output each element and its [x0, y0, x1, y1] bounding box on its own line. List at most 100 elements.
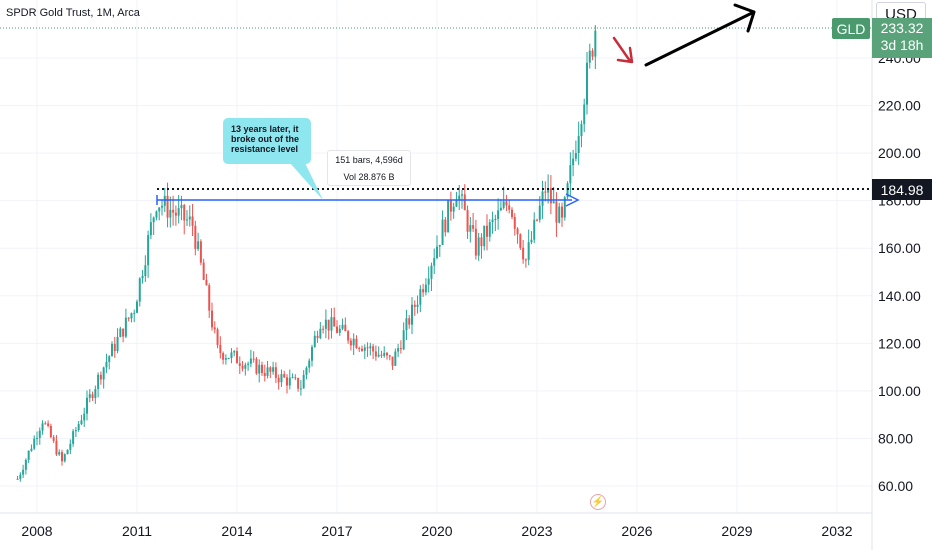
price-tick-label: 200.00: [878, 145, 921, 161]
candle-body: [313, 335, 316, 347]
candle-body: [74, 430, 77, 432]
candle-body: [249, 358, 252, 364]
candle-body: [274, 367, 277, 378]
price-tick-label: 220.00: [878, 98, 921, 114]
candle-body: [155, 211, 158, 218]
candle-body: [447, 200, 450, 233]
candle-body: [411, 304, 413, 325]
candle-body: [361, 348, 363, 351]
candle-body: [222, 353, 225, 360]
candle-body: [402, 330, 405, 350]
candle-body: [272, 367, 275, 372]
candle-body: [408, 318, 411, 325]
candle-body: [97, 374, 100, 389]
price-tick-label: 60.00: [878, 478, 913, 494]
candle-body: [219, 344, 222, 354]
candle-body: [288, 377, 291, 386]
candle-body: [263, 372, 266, 376]
candle-body: [541, 191, 544, 206]
candle-body: [38, 430, 41, 438]
candle-body: [424, 284, 427, 293]
candle-body: [241, 365, 244, 369]
candle-body: [527, 242, 530, 260]
candle-body: [524, 259, 527, 261]
candle-body: [547, 188, 550, 193]
candle-body: [336, 326, 338, 333]
candle-body: [480, 237, 483, 247]
candle-body: [549, 188, 552, 204]
candle-body: [344, 324, 347, 332]
candle-body: [130, 313, 133, 319]
candle-body: [144, 265, 147, 277]
flash-icon[interactable]: ⚡: [590, 494, 606, 510]
candle-body: [80, 420, 83, 425]
candle-body: [441, 219, 444, 245]
candle-body: [205, 279, 208, 286]
candle-body: [536, 219, 538, 221]
last-price-badge: 233.32 3d 18h: [872, 18, 932, 58]
candle-body: [122, 328, 125, 337]
candle-body: [224, 358, 227, 360]
candle-body: [152, 217, 155, 223]
candle-body: [286, 377, 288, 386]
candle-body: [297, 378, 300, 389]
candle-body: [588, 50, 591, 63]
candle-body: [316, 335, 319, 339]
candle-body: [477, 237, 480, 256]
candle-body: [172, 209, 175, 213]
candle-body: [19, 474, 22, 479]
candle-body: [77, 424, 80, 431]
candle-body: [258, 364, 261, 374]
time-tick-label: 2023: [521, 523, 552, 539]
candle-body: [186, 219, 188, 221]
black-arrow-drawing[interactable]: [644, 3, 756, 67]
candle-body: [213, 327, 216, 330]
candle-body: [41, 423, 44, 431]
price-tick-label: 140.00: [878, 288, 921, 304]
candle-body: [594, 30, 597, 57]
candle-body: [291, 377, 294, 379]
candle-body: [341, 324, 344, 329]
candle-body: [374, 351, 377, 357]
candle-body: [488, 222, 491, 237]
candle-body: [394, 351, 397, 366]
candle-body: [99, 374, 102, 380]
candle-body: [280, 374, 283, 383]
candle-body: [474, 228, 477, 256]
candle-body: [261, 364, 263, 373]
candle-body: [174, 212, 177, 216]
candle-body: [105, 361, 108, 368]
candle-body: [24, 459, 27, 470]
candle-body: [194, 225, 197, 249]
candle-body: [36, 437, 38, 439]
candle-body: [461, 194, 463, 196]
candle-body: [572, 158, 575, 166]
price-tick-label: 100.00: [878, 383, 921, 399]
candle-body: [199, 241, 202, 263]
candle-body: [319, 328, 322, 339]
price-tick-label: 160.00: [878, 240, 921, 256]
time-tick-label: 2020: [421, 523, 452, 539]
candle-body: [497, 210, 500, 219]
candle-body: [519, 234, 522, 248]
time-axis[interactable]: 2008 2011 2014 2017 2020 2023 2026 2029 2032: [21, 523, 852, 539]
callout-note[interactable]: 13 years later, it broke out of the resi…: [223, 118, 311, 164]
candle-body: [188, 216, 191, 220]
candle-body: [141, 276, 144, 279]
price-axis[interactable]: 60.0080.00100.00120.00140.00160.00180.00…: [878, 50, 921, 494]
candle-body: [333, 317, 336, 327]
candle-body: [505, 201, 508, 206]
candle-body: [49, 425, 52, 438]
red-arrow-drawing[interactable]: [612, 36, 634, 64]
measure-arrowhead: [565, 193, 580, 207]
candle-body: [311, 346, 313, 361]
candle-body: [61, 452, 63, 462]
candle-body: [158, 207, 161, 212]
candle-body: [22, 469, 25, 475]
candle-body: [338, 328, 341, 333]
candle-body: [111, 343, 113, 357]
time-tick-label: 2017: [321, 523, 352, 539]
candle-body: [377, 354, 380, 357]
candle-body: [483, 225, 486, 247]
